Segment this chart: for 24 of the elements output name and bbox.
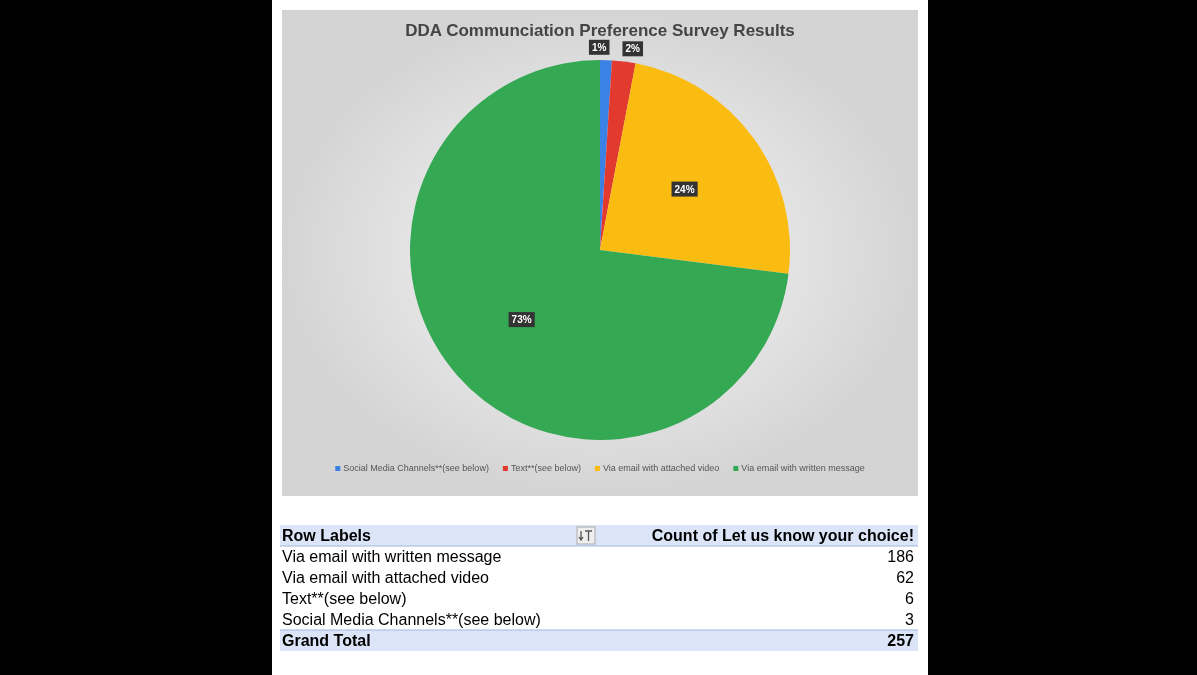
- category-label: Social Media Channels**(see below): [282, 611, 541, 628]
- chart-title: DDA Communciation Preference Survey Results: [405, 21, 795, 40]
- text: 3: [905, 611, 915, 628]
- legend-label: Text**(see below): [510, 463, 581, 473]
- data-label: 2%: [625, 43, 641, 55]
- text: 62: [896, 569, 915, 586]
- text: Grand Total: [282, 632, 371, 649]
- data-label: 73%: [511, 314, 532, 326]
- text: 257: [887, 632, 915, 649]
- text: Count of Let us know your choice!: [651, 527, 914, 544]
- text: 6: [905, 590, 915, 607]
- text: Row Labels: [282, 527, 372, 544]
- legend-label: Via email with attached video: [602, 463, 720, 473]
- pie-slice: [600, 60, 636, 250]
- legend-label: Social Media Channels**(see below): [343, 463, 489, 473]
- pie-slice: [600, 63, 790, 274]
- legend-label: Via email with written message: [741, 463, 865, 473]
- category-label: Text**(see below): [282, 590, 407, 607]
- data-label: 24%: [674, 183, 695, 195]
- data-label: 1%: [591, 41, 607, 53]
- pie-slice: [410, 60, 789, 440]
- text: 186: [887, 548, 915, 565]
- slice-label: Via email with written message: [282, 548, 502, 565]
- category-label: Via email with attached video: [282, 569, 489, 586]
